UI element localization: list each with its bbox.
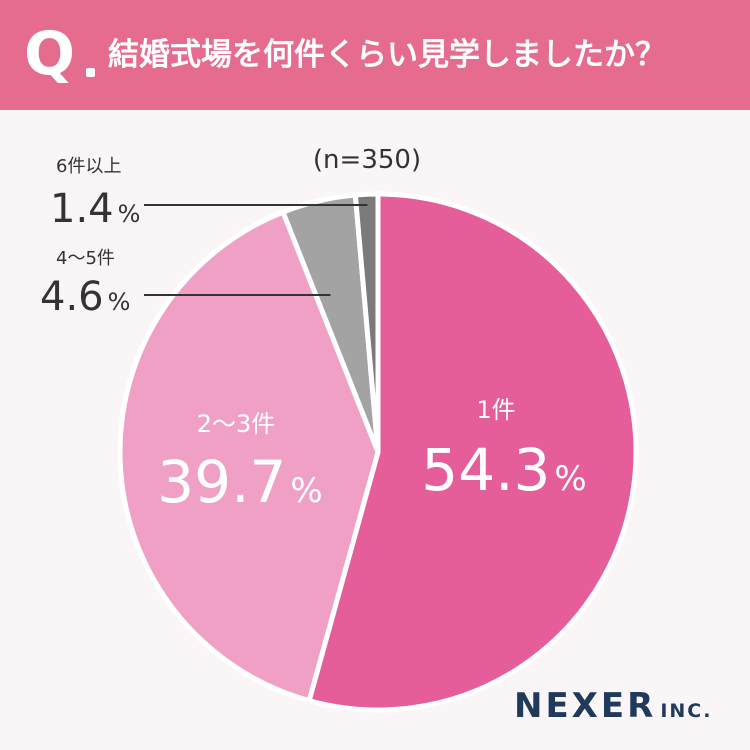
sample-size-label: (n=350): [313, 145, 421, 175]
question-mark-dot: [86, 68, 95, 77]
question-text: 結婚式場を何件くらい見学しましたか？: [108, 37, 666, 73]
slice-4-value-label: 1.4%: [50, 186, 140, 232]
brand-suffix: INC.: [660, 700, 713, 722]
slice-2-category-label: 2〜3件: [197, 410, 276, 438]
slice-2-value-label: 39.7%: [157, 448, 322, 516]
pie-slice-1: [306, 191, 639, 713]
slice-1-category-label: 1件: [476, 396, 515, 424]
slice-3-value-label: 4.6%: [40, 274, 130, 320]
slice-1-value-label: 54.3%: [421, 436, 586, 504]
pie-slice-2: [117, 209, 381, 704]
brand-name: NEXER: [514, 686, 657, 726]
slice-3-category-label: 4〜5件: [56, 248, 115, 269]
slice-4-category-label: 6件以上: [56, 156, 121, 177]
question-mark: Q: [24, 19, 76, 89]
brand-logo: NEXER INC.: [514, 686, 712, 726]
pie-slice-4: [352, 191, 381, 455]
question-header: Q 結婚式場を何件くらい見学しましたか？: [0, 0, 750, 110]
